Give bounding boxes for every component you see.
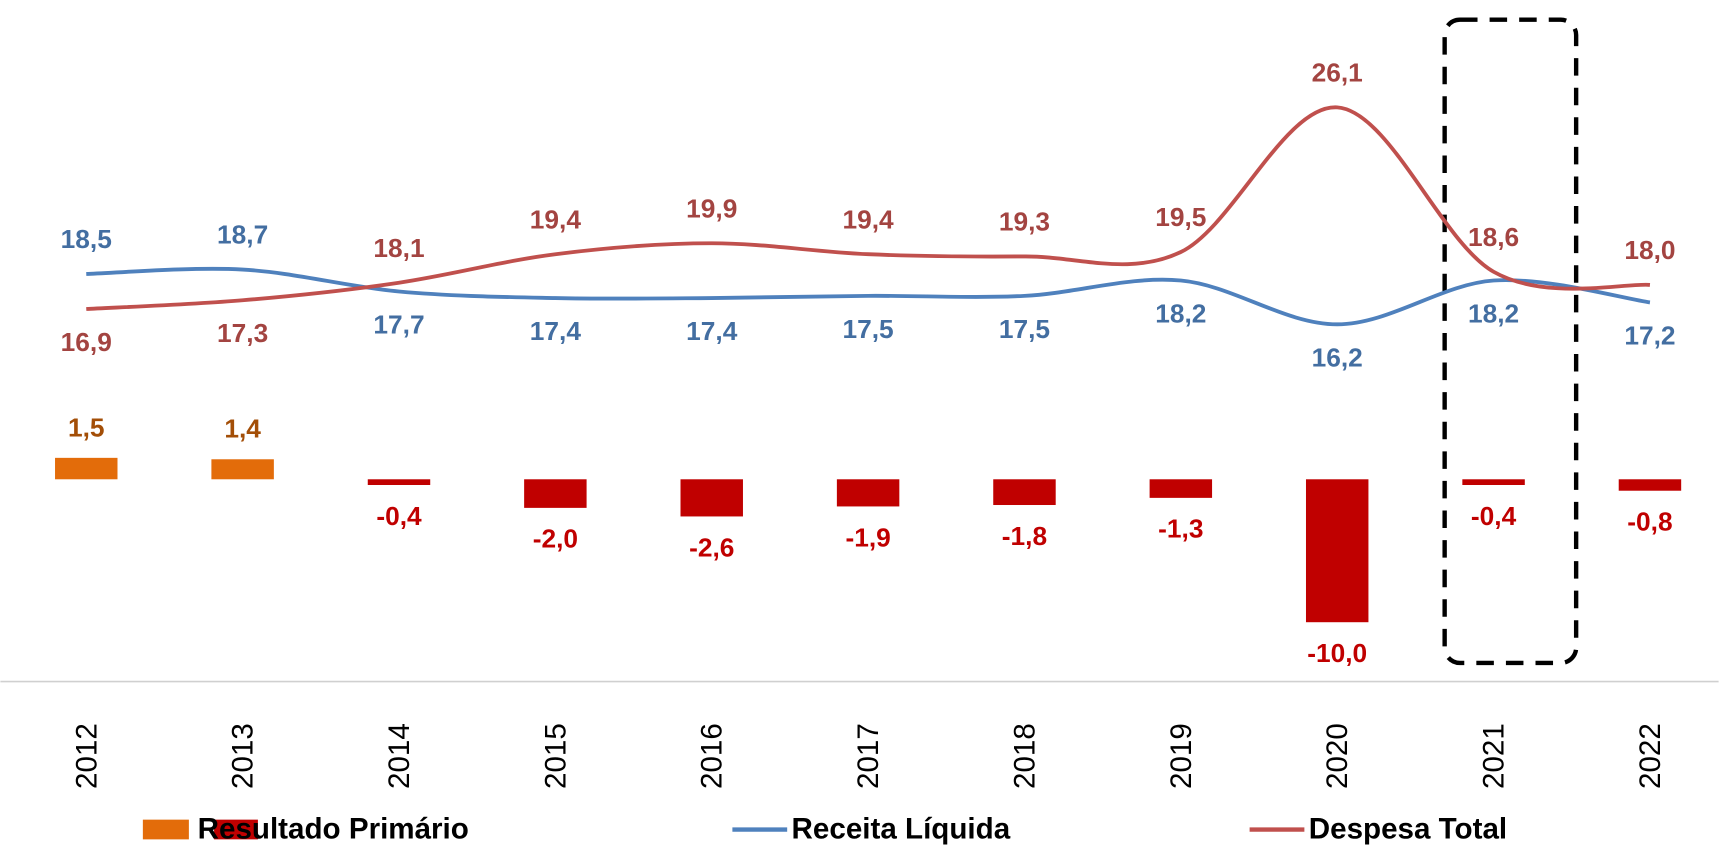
data-label: 19,5 xyxy=(1155,202,1206,232)
bar xyxy=(1618,479,1682,491)
x-tick-label: 2018 xyxy=(1008,723,1041,789)
legend-label: Receita Líquida xyxy=(792,812,1011,845)
bar xyxy=(680,479,743,517)
data-label: 17,4 xyxy=(530,316,582,346)
x-tick-label: 2022 xyxy=(1634,723,1667,789)
data-label: 1,5 xyxy=(68,412,105,442)
legend-label: Despesa Total xyxy=(1309,812,1507,845)
data-label: 18,2 xyxy=(1468,299,1519,329)
data-label: -2,0 xyxy=(533,524,578,554)
data-label: 19,4 xyxy=(843,204,895,234)
legend-label: Resultado Primário xyxy=(198,812,469,845)
data-label: 17,5 xyxy=(999,314,1050,344)
data-label: -10,0 xyxy=(1307,638,1367,668)
data-label: 17,3 xyxy=(217,318,268,348)
x-tick-label: 2017 xyxy=(852,723,885,789)
bar xyxy=(524,479,587,508)
bar xyxy=(1462,479,1525,486)
legend-swatch xyxy=(214,819,258,840)
x-tick-label: 2019 xyxy=(1165,723,1198,789)
bar xyxy=(1305,479,1369,623)
data-label: -1,9 xyxy=(845,522,890,552)
bar xyxy=(836,479,900,507)
x-tick-label: 2015 xyxy=(539,723,572,789)
data-label: -1,3 xyxy=(1158,514,1203,544)
bar xyxy=(367,479,431,486)
x-tick-label: 2021 xyxy=(1478,723,1511,789)
data-label: 16,2 xyxy=(1312,342,1363,372)
data-label: 17,2 xyxy=(1624,320,1675,350)
data-label: -0,4 xyxy=(376,501,422,531)
x-tick-label: 2014 xyxy=(383,723,416,789)
data-label: 19,3 xyxy=(999,206,1050,236)
data-label: -0,8 xyxy=(1627,507,1672,537)
data-label: 18,2 xyxy=(1155,299,1206,329)
x-tick-label: 2012 xyxy=(70,723,103,789)
x-tick-label: 2016 xyxy=(696,723,729,789)
data-label: 1,4 xyxy=(224,414,261,444)
data-label: -0,4 xyxy=(1471,501,1517,531)
bar xyxy=(211,459,274,480)
bar xyxy=(993,479,1056,506)
data-label: 16,9 xyxy=(61,327,112,357)
data-label: 18,1 xyxy=(373,233,424,263)
data-label: 19,4 xyxy=(530,204,582,234)
x-tick-label: 2020 xyxy=(1321,723,1354,789)
legend-swatch xyxy=(142,819,189,840)
bar xyxy=(55,457,118,480)
data-label: 18,5 xyxy=(61,224,112,254)
data-label: 17,5 xyxy=(843,314,894,344)
data-label: 18,7 xyxy=(217,220,268,250)
data-label: -2,6 xyxy=(689,532,734,562)
data-label: 17,7 xyxy=(373,309,424,339)
data-label: 26,1 xyxy=(1312,57,1363,87)
line xyxy=(86,266,1651,327)
data-label: 19,9 xyxy=(686,193,737,223)
data-label: 17,4 xyxy=(686,316,738,346)
line xyxy=(86,105,1651,311)
bar xyxy=(1149,479,1213,498)
data-label: -1,8 xyxy=(1002,521,1047,551)
highlight-box xyxy=(1442,17,1579,666)
data-label: 18,0 xyxy=(1624,235,1675,265)
data-label: 18,6 xyxy=(1468,222,1519,252)
x-tick-label: 2013 xyxy=(227,723,260,789)
